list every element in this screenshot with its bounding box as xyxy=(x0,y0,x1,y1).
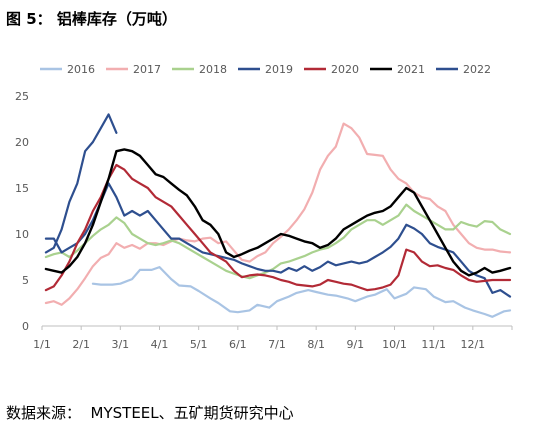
series-line xyxy=(44,122,512,306)
x-tick-label: 1/1 xyxy=(33,338,51,351)
legend-label: 2020 xyxy=(331,63,359,76)
y-tick-label: 0 xyxy=(22,320,29,333)
y-tick-label: 15 xyxy=(15,182,29,195)
x-tick-label: 3/1 xyxy=(111,338,129,351)
x-tick-label: 8/1 xyxy=(307,338,325,351)
x-tick-label: 4/1 xyxy=(151,338,169,351)
x-tick-label: 9/1 xyxy=(346,338,364,351)
legend-label: 2016 xyxy=(67,63,95,76)
source-note: 数据来源： MYSTEEL、五矿期货研究中心 xyxy=(6,404,294,422)
x-tick-label: 6/1 xyxy=(229,338,247,351)
x-tick-label: 10/1 xyxy=(382,338,407,351)
plot-lines xyxy=(44,113,512,318)
legend-label: 2021 xyxy=(397,63,425,76)
x-tick-label: 12/1 xyxy=(460,338,485,351)
y-tick-label: 20 xyxy=(15,136,29,149)
y-axis: 0 5 10 15 20 25 xyxy=(15,90,29,333)
legend-label: 2022 xyxy=(463,63,491,76)
caption-title: 铝棒库存（万吨） xyxy=(56,10,177,28)
legend-label: 2017 xyxy=(133,63,161,76)
y-tick-label: 10 xyxy=(15,228,29,241)
series-line xyxy=(44,113,118,254)
legend-label: 2019 xyxy=(265,63,293,76)
caption-label: 图 5： xyxy=(6,10,52,28)
x-tick-label: 11/1 xyxy=(421,338,446,351)
x-axis: 1/1 2/1 3/1 4/1 5/1 6/1 7/1 8/1 9/1 10/1 11/1 12/1 xyxy=(33,325,513,351)
y-tick-label: 25 xyxy=(15,90,29,103)
series-line xyxy=(44,148,512,277)
line-chart: 2016 2017 2018 2019 2020 2021 2022 0510152025 … xyxy=(15,63,513,351)
legend-label: 2018 xyxy=(199,63,227,76)
series-line xyxy=(91,266,512,318)
series-line xyxy=(44,182,512,298)
series-line xyxy=(44,163,512,292)
x-tick-label: 5/1 xyxy=(190,338,208,351)
x-tick-label: 7/1 xyxy=(268,338,286,351)
x-tick-label: 2/1 xyxy=(72,338,90,351)
figure-caption: 图 5： 铝棒库存（万吨） xyxy=(6,8,177,29)
legend: 2016 2017 2018 2019 2020 2021 2022 xyxy=(40,63,491,76)
y-tick-label: 5 xyxy=(22,274,29,287)
